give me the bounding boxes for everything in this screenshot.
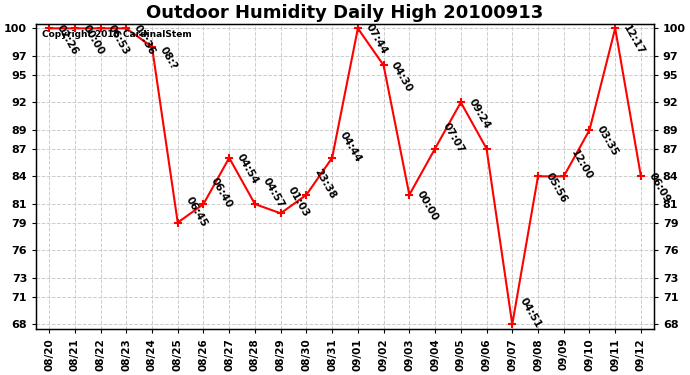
Text: 04:30: 04:30 <box>389 60 415 93</box>
Text: 12:00: 12:00 <box>569 148 595 182</box>
Text: 00:00: 00:00 <box>415 189 440 223</box>
Text: 12:17: 12:17 <box>621 22 646 56</box>
Text: 07:44: 07:44 <box>364 22 389 57</box>
Text: 04:51: 04:51 <box>518 296 543 330</box>
Text: 07:36: 07:36 <box>132 22 157 56</box>
Text: 06:45: 06:45 <box>184 195 208 228</box>
Text: 07:07: 07:07 <box>441 120 466 154</box>
Text: 09:24: 09:24 <box>466 97 491 130</box>
Text: 04:57: 04:57 <box>261 176 286 210</box>
Text: 01:03: 01:03 <box>286 185 311 219</box>
Text: 04:54: 04:54 <box>235 152 260 186</box>
Text: 06:09: 06:09 <box>647 171 671 204</box>
Text: 02:26: 02:26 <box>55 22 80 56</box>
Text: 05:56: 05:56 <box>544 171 569 204</box>
Text: Copyright 2010 CardinalStem: Copyright 2010 CardinalStem <box>42 30 192 39</box>
Text: 06:40: 06:40 <box>209 176 235 210</box>
Text: 23:38: 23:38 <box>312 167 337 201</box>
Title: Outdoor Humidity Daily High 20100913: Outdoor Humidity Daily High 20100913 <box>146 4 544 22</box>
Text: 06:53: 06:53 <box>106 22 131 56</box>
Text: 00:00: 00:00 <box>80 22 106 56</box>
Text: 04:44: 04:44 <box>337 130 363 164</box>
Text: 08:?: 08:? <box>157 45 179 71</box>
Text: 03:35: 03:35 <box>595 124 620 158</box>
